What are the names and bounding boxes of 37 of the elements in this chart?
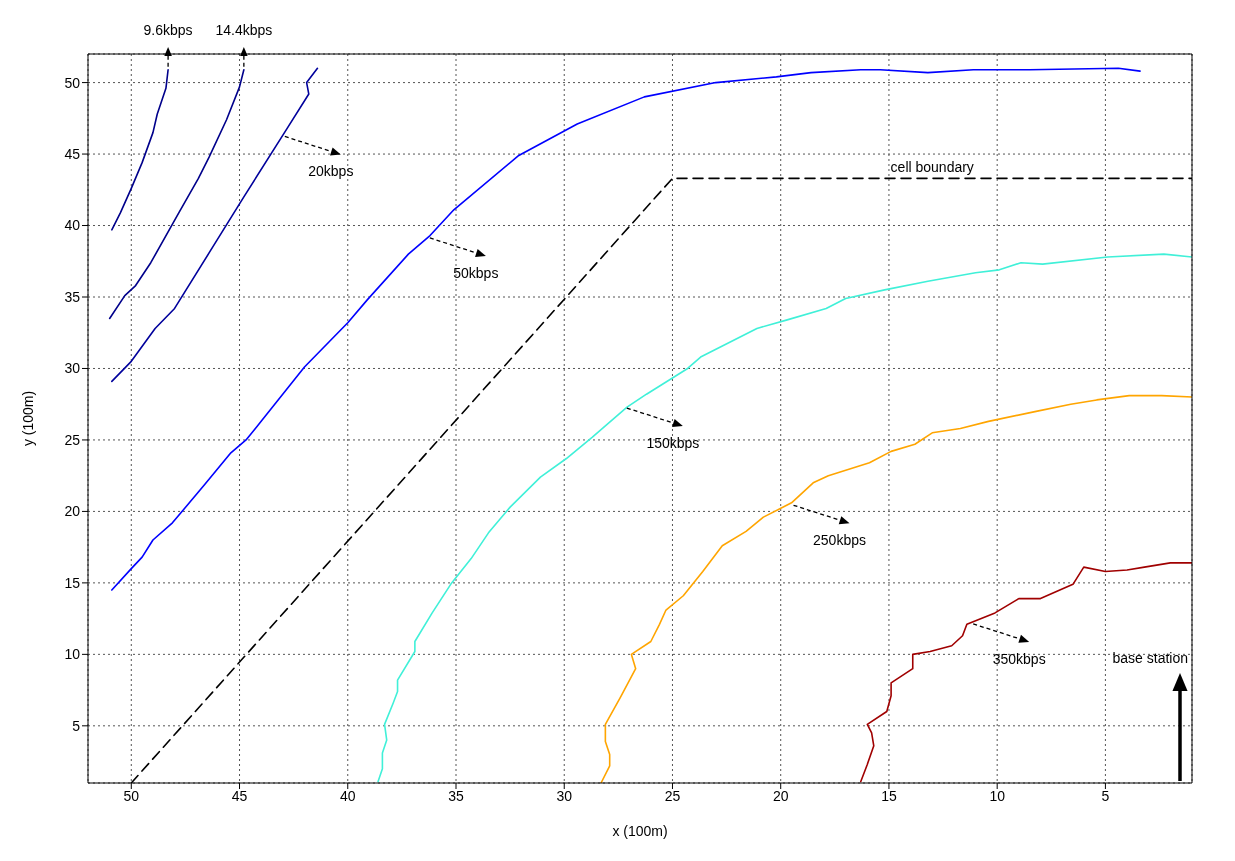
x-tick-label: 10: [989, 787, 1006, 804]
x-tick-label: 45: [231, 787, 248, 804]
x-tick-label: 40: [339, 787, 356, 804]
x-tick-label: 15: [881, 787, 897, 804]
y-tick-label: 45: [64, 146, 81, 163]
line-series: [108, 68, 245, 320]
annotation: 150kbps: [646, 435, 700, 452]
annotation: 250kbps: [813, 532, 866, 549]
x-tick-label: 25: [664, 787, 681, 804]
annotation: 350kbps: [992, 650, 1046, 667]
annotation: 50kbps: [453, 264, 499, 281]
y-tick-label: 20: [64, 503, 81, 520]
annotation: 14.4kbps: [215, 22, 273, 38]
line-series: [111, 68, 169, 231]
x-tick-label: 20: [772, 787, 789, 804]
line-series: [111, 67, 1141, 591]
x-tick-label: 5: [1101, 787, 1110, 804]
x-axis-title: x (100m): [612, 823, 668, 839]
x-tick-label: 50: [123, 787, 140, 804]
series-label: cell boundary: [890, 159, 974, 176]
annotation: base station: [1112, 650, 1188, 666]
y-tick-label: 15: [64, 574, 81, 591]
x-tick-label: 35: [448, 787, 464, 804]
x-tick-label: 30: [556, 787, 573, 804]
y-tick-label: 25: [64, 431, 81, 448]
y-tick-label: 10: [64, 646, 81, 663]
line-series: [860, 562, 1192, 783]
annotation: 20kbps: [308, 163, 354, 180]
y-tick-label: 40: [64, 217, 81, 234]
y-tick-label: 50: [64, 74, 81, 91]
y-tick-label: 5: [72, 717, 81, 734]
annotation: 9.6kbps: [143, 22, 193, 38]
line-series: [600, 394, 1192, 783]
y-tick-label: 35: [64, 288, 81, 305]
y-axis-title: y (100m): [19, 390, 36, 447]
y-tick-label: 30: [64, 360, 81, 377]
line-series: [377, 253, 1192, 783]
